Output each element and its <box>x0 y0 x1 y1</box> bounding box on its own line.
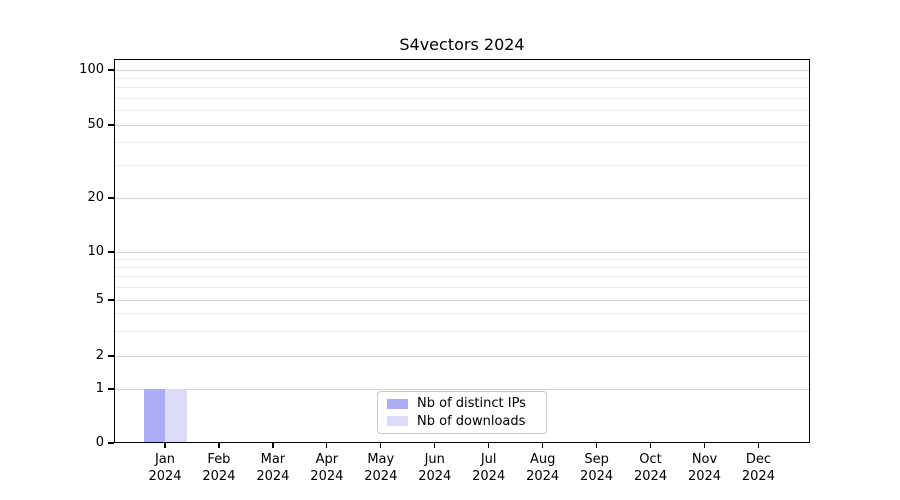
x-tick-month: Oct <box>639 452 662 467</box>
legend-swatch-downloads-icon <box>387 416 408 427</box>
y-tick-mark <box>108 251 114 253</box>
gridline-minor <box>115 87 809 89</box>
x-tick-year: 2024 <box>526 469 560 484</box>
x-tick-year: 2024 <box>580 469 614 484</box>
x-tick-label: Oct 2024 <box>619 451 683 485</box>
x-tick-year: 2024 <box>687 469 722 484</box>
x-tick-year: 2024 <box>472 469 506 484</box>
x-tick-mark <box>649 443 652 448</box>
gridline-minor <box>115 266 809 268</box>
gridline-minor <box>115 286 809 288</box>
x-tick-label: Jul 2024 <box>457 451 521 485</box>
x-tick-label: Feb 2024 <box>187 451 251 485</box>
x-tick-mark <box>326 443 328 448</box>
gridline-major <box>115 388 809 390</box>
y-tick-mark <box>108 124 114 126</box>
y-tick-label: 20 <box>87 190 104 205</box>
x-tick-mark <box>542 443 544 448</box>
x-tick-mark <box>164 443 166 448</box>
x-tick-year: 2024 <box>310 469 344 484</box>
x-tick-month: May <box>367 452 395 467</box>
x-tick-mark <box>272 443 274 448</box>
gridline-minor <box>115 97 809 99</box>
x-tick-label: Nov 2024 <box>673 451 737 485</box>
x-tick-label: Jun 2024 <box>403 451 467 485</box>
y-tick-mark <box>108 355 114 357</box>
y-tick-mark <box>108 442 114 444</box>
y-tick-mark <box>108 388 114 390</box>
x-tick-month: Dec <box>745 452 772 467</box>
gridline-minor <box>115 313 809 315</box>
x-tick-year: 2024 <box>364 469 398 484</box>
y-tick-label: 50 <box>87 117 104 132</box>
x-tick-mark <box>380 443 382 448</box>
x-tick-label: Apr 2024 <box>295 451 359 485</box>
y-tick-mark <box>108 197 114 199</box>
x-tick-label: Jan 2024 <box>133 451 197 485</box>
legend-label-downloads: Nb of downloads <box>417 413 526 429</box>
gridline-minor <box>115 77 809 79</box>
y-tick-mark <box>108 299 114 301</box>
x-tick-month: Apr <box>315 452 339 467</box>
legend-swatch-distinct-ips-icon <box>387 398 408 409</box>
x-tick-label: Mar 2024 <box>241 451 305 485</box>
x-tick-year: 2024 <box>148 469 182 484</box>
legend: Nb of distinct IPs Nb of downloads <box>377 391 547 434</box>
x-tick-month: Jul <box>480 452 497 467</box>
gridline-major <box>115 69 809 71</box>
x-tick-month: Aug <box>529 452 556 467</box>
bar-nb-of-downloads-jan-2024 <box>165 389 187 443</box>
gridline-major <box>115 355 809 357</box>
gridline-minor <box>115 330 809 332</box>
legend-item-downloads: Nb of downloads <box>387 414 537 429</box>
x-tick-year: 2024 <box>634 469 668 484</box>
x-tick-mark <box>595 443 598 448</box>
gridline-major <box>115 299 809 301</box>
x-tick-mark <box>488 443 490 448</box>
gridline-major <box>115 124 809 126</box>
x-tick-mark <box>757 443 760 448</box>
y-tick-mark <box>108 69 114 71</box>
x-tick-month: Mar <box>260 452 286 467</box>
x-tick-label: May 2024 <box>349 451 413 485</box>
y-tick-label: 5 <box>95 292 104 307</box>
x-tick-mark <box>703 443 706 448</box>
gridline-minor <box>115 142 809 144</box>
x-tick-month: Nov <box>691 452 718 467</box>
x-tick-mark <box>218 443 220 448</box>
gridline-major <box>115 197 809 199</box>
y-tick-label: 1 <box>95 381 104 396</box>
chart-title: S4vectors 2024 <box>399 35 525 54</box>
x-tick-label: Aug 2024 <box>511 451 575 485</box>
x-tick-month: Sep <box>584 452 609 467</box>
gridline-minor <box>115 110 809 112</box>
x-tick-mark <box>434 443 436 448</box>
y-tick-label: 2 <box>95 348 104 363</box>
gridline-minor <box>115 276 809 278</box>
x-tick-label: Dec 2024 <box>726 451 790 485</box>
y-tick-label: 10 <box>87 244 104 259</box>
x-tick-year: 2024 <box>741 469 775 484</box>
x-tick-month: Jun <box>424 452 445 467</box>
x-tick-month: Feb <box>207 452 231 467</box>
x-tick-year: 2024 <box>418 469 452 484</box>
y-tick-label: 0 <box>95 435 104 450</box>
legend-item-distinct-ips: Nb of distinct IPs <box>387 396 537 411</box>
bar-nb-of-distinct-ips-jan-2024 <box>143 389 165 443</box>
x-tick-year: 2024 <box>256 469 290 484</box>
x-tick-month: Jan <box>154 452 176 467</box>
gridline-minor <box>115 165 809 167</box>
x-tick-year: 2024 <box>202 469 236 484</box>
gridline-minor <box>115 258 809 260</box>
x-tick-label: Sep 2024 <box>565 451 629 485</box>
y-tick-label: 100 <box>79 62 104 77</box>
gridline-major <box>115 251 809 253</box>
legend-label-distinct-ips: Nb of distinct IPs <box>417 396 526 412</box>
